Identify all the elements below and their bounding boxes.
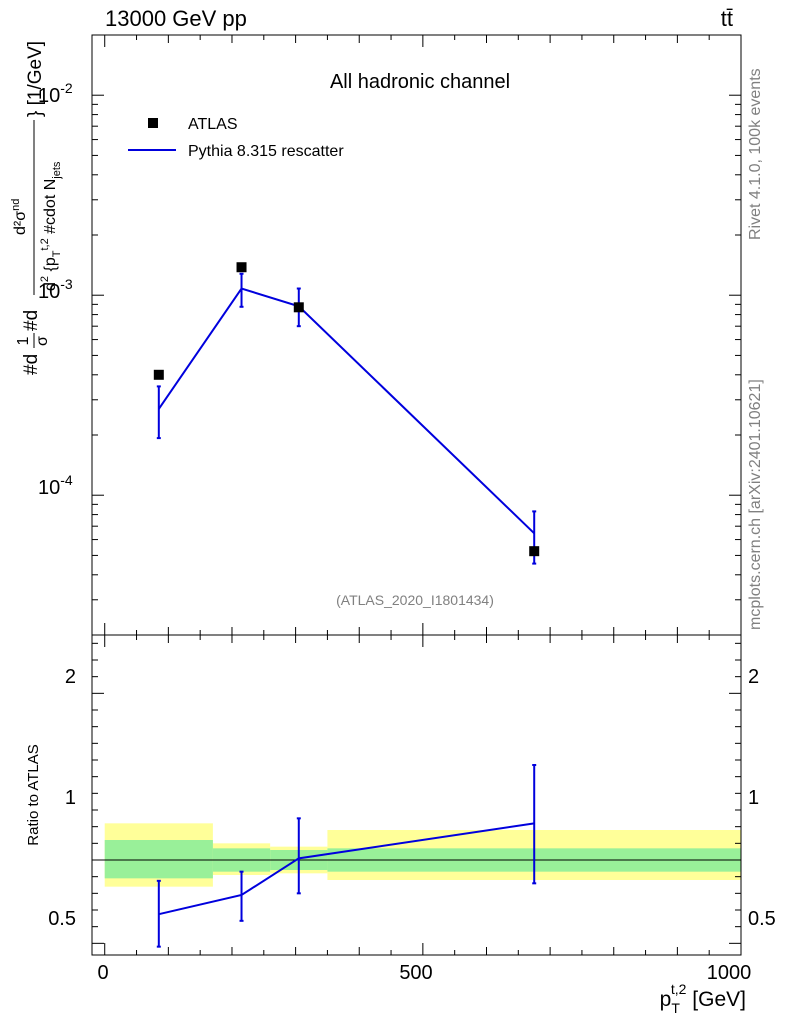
atlas-data-point <box>236 262 247 273</box>
ytick-label: 10-3 <box>38 276 73 303</box>
energy-label: 13000 GeV pp <box>105 6 247 31</box>
ytick-label: 10-2 <box>38 80 73 107</box>
ratio-axis-ticks <box>92 635 742 955</box>
main-data-layer <box>153 262 540 565</box>
atlas-data-point <box>153 369 164 380</box>
ylabel-mid: #d <box>21 310 42 331</box>
legend: ATLAS Pythia 8.315 rescatter <box>128 116 344 160</box>
ratio-panel: Ratio to ATLAS 2 1 0.5 2 1 0.5 0 500 100… <box>25 634 776 1016</box>
ratio-ytick-label-left: 1 <box>65 787 76 809</box>
inner-uncertainty-band <box>104 840 213 879</box>
legend-label-atlas: ATLAS <box>188 116 238 133</box>
ratio-ytick-label-left: 0.5 <box>48 908 76 930</box>
ratio-frame <box>91 634 742 956</box>
rivet-version-label: Rivet 4.1.0, 100k events <box>747 68 764 240</box>
main-y-tick-labels: 10-2 10-3 10-4 <box>38 80 73 499</box>
mcplots-label: mcplots.cern.ch [arXiv:2401.10621] <box>747 379 764 630</box>
xtick-label: 500 <box>399 962 432 984</box>
ratio-line <box>158 822 535 916</box>
chart-title: All hadronic channel <box>330 71 510 93</box>
main-axis-ticks <box>92 34 742 636</box>
ratio-data-layer <box>156 764 537 948</box>
analysis-label: (ATLAS_2020_I1801434) <box>336 592 494 608</box>
atlas-data-point <box>529 546 540 557</box>
process-label: tt̄ <box>721 6 733 31</box>
ylabel-tail: } [1/GeV] <box>25 41 46 117</box>
main-y-axis-label: #d 1 σ #d d²σnd d2 {pTt,2 #cdot Njets } … <box>10 41 63 375</box>
xtick-label: 0 <box>97 962 108 984</box>
ratio-ytick-label-right: 1 <box>748 787 759 809</box>
ratio-uncertainty-bands <box>92 823 741 887</box>
ylabel-lead: #d <box>21 354 42 375</box>
ratio-ytick-label-right: 0.5 <box>748 908 776 930</box>
ratio-ytick-label-left: 2 <box>65 666 76 688</box>
ylabel-frac2-den: d2 {pTt,2 #cdot Njets <box>39 161 63 291</box>
xtick-label: 1000 <box>707 962 752 984</box>
ratio-ytick-label-right: 2 <box>748 666 759 688</box>
ylabel-frac1-den: σ <box>34 336 51 346</box>
ylabel-frac1-num: 1 <box>15 336 32 345</box>
legend-marker-atlas <box>148 118 158 128</box>
legend-label-pythia: Pythia 8.315 rescatter <box>188 143 344 160</box>
pythia-line <box>157 287 535 535</box>
ratio-y-axis-label: Ratio to ATLAS <box>25 744 42 845</box>
atlas-data-point <box>293 302 304 313</box>
main-panel: 10-2 10-3 10-4 All hadronic channel (ATL… <box>10 34 742 636</box>
ylabel-frac2-num: d²σnd <box>10 199 29 235</box>
ytick-label: 10-4 <box>38 472 73 499</box>
x-axis-label: pTt,2 [GeV] <box>660 981 746 1016</box>
